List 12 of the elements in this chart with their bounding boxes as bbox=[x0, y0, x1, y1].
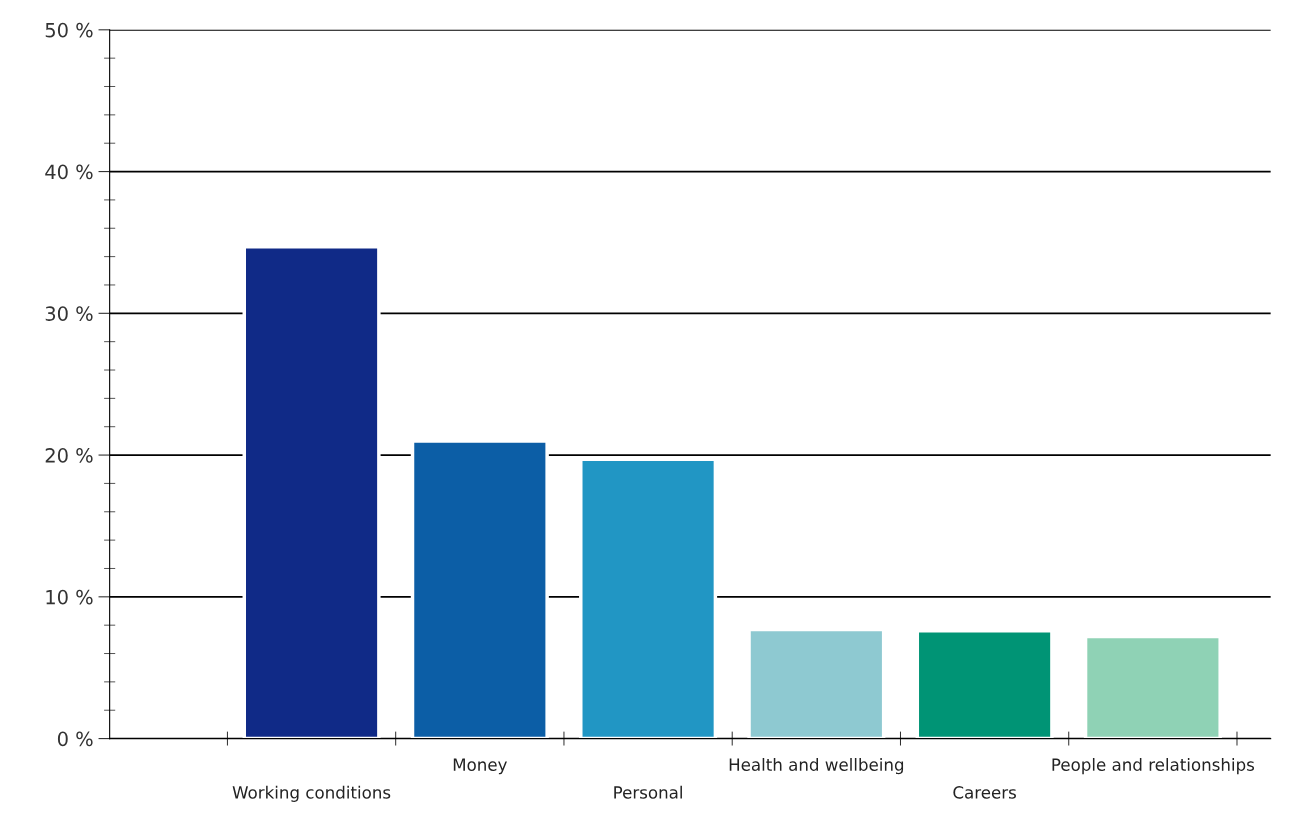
x-tick-label: Money bbox=[453, 758, 507, 775]
y-tick-label: 30 % bbox=[45, 306, 93, 321]
x-tick-label: Careers bbox=[953, 786, 1016, 799]
y-tick-label: 10 % bbox=[46, 589, 93, 605]
x-tick-label: People and relationships bbox=[1052, 758, 1255, 775]
y-tick-label: 40 % bbox=[45, 164, 93, 180]
x-tick-label: Health and wellbeing bbox=[729, 758, 904, 775]
x-tick-label: Personal bbox=[614, 785, 682, 799]
y-tick-label: 0 % bbox=[57, 731, 93, 747]
x-tick-label: Working conditions bbox=[232, 785, 391, 802]
y-tick-label: 50 % bbox=[45, 22, 93, 38]
y-tick-label: 20 % bbox=[45, 448, 93, 463]
